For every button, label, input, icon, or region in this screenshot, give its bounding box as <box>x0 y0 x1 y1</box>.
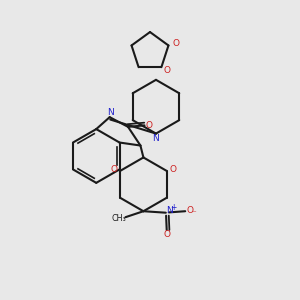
Text: CH₃: CH₃ <box>111 214 126 223</box>
Text: O: O <box>110 165 117 174</box>
Text: O: O <box>172 40 179 49</box>
Text: O: O <box>170 165 177 174</box>
Text: O: O <box>186 206 193 215</box>
Text: +: + <box>171 203 177 212</box>
Text: O: O <box>146 121 153 130</box>
Text: O: O <box>163 66 170 75</box>
Text: O: O <box>163 230 170 239</box>
Text: N: N <box>167 206 173 215</box>
Text: ⁻: ⁻ <box>191 209 196 218</box>
Text: N: N <box>153 134 159 142</box>
Text: N: N <box>107 109 114 118</box>
